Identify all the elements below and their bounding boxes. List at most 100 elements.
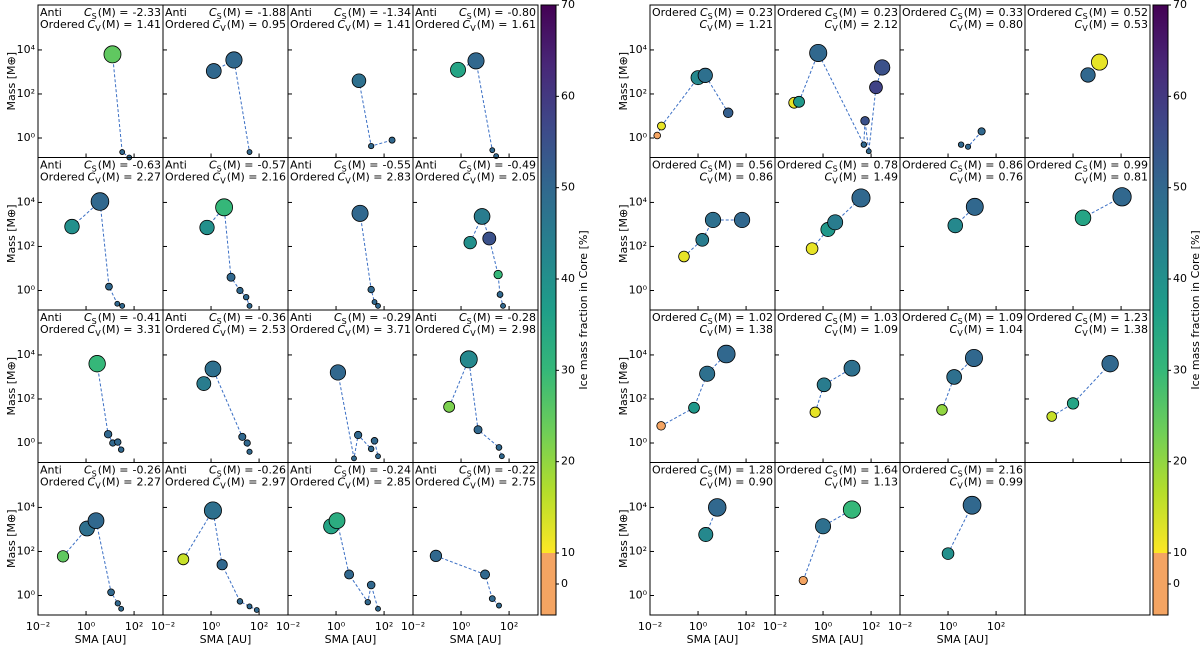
coefficient-arg: (M) = xyxy=(348,311,379,324)
planet-point xyxy=(860,116,870,126)
planet-point xyxy=(246,149,253,155)
coefficient-label: CV(M) = 1.38 xyxy=(700,323,773,338)
coefficient-arg: (M) = xyxy=(714,6,745,19)
coefficient-value: 0.99 xyxy=(1124,159,1149,172)
coefficient-arg: (M) = xyxy=(714,311,745,324)
planet-point xyxy=(843,359,861,377)
planet-point xyxy=(366,580,376,590)
planet-point xyxy=(467,52,485,70)
coefficient-symbol: C xyxy=(1075,159,1083,172)
coefficient-subscript: V xyxy=(957,176,963,185)
coefficient-value: 1.13 xyxy=(874,476,899,489)
planet-point xyxy=(375,302,381,309)
planet-point xyxy=(90,192,110,211)
y-axis-label: Mass [M⊕] xyxy=(5,357,18,415)
planet-point xyxy=(965,197,984,216)
panel-label: Ordered xyxy=(290,18,335,31)
coefficient-value: 2.05 xyxy=(512,171,537,184)
panel-label: Ordered xyxy=(40,476,85,489)
coefficient-symbol: C xyxy=(700,171,708,184)
coefficient-subscript: V xyxy=(1082,176,1088,185)
coefficient-subscript: V xyxy=(345,481,351,490)
colorbar-tick-label: 40 xyxy=(561,272,575,285)
coefficient-label: CS(M) = -0.22 xyxy=(459,464,536,479)
coefficient-label: CS(M) = 2.16 xyxy=(950,464,1023,479)
coefficient-arg: (M) = xyxy=(964,323,995,336)
planet-point xyxy=(64,218,80,235)
coefficient-symbol: C xyxy=(825,476,833,489)
planet-point xyxy=(946,369,962,385)
panel-label: Anti xyxy=(290,159,312,172)
coefficient-symbol: C xyxy=(213,476,221,489)
coefficient-subscript: V xyxy=(1082,24,1088,33)
planet-point xyxy=(225,51,243,69)
coefficient-subscript: V xyxy=(95,481,101,490)
coefficient-subscript: V xyxy=(345,329,351,338)
x-tick-label: 10⁰ xyxy=(939,620,958,633)
coefficient-value: 3.71 xyxy=(387,323,412,336)
panel-label: Anti xyxy=(165,6,187,19)
coefficient-subscript: S xyxy=(467,469,472,478)
coefficient-arg: (M) = xyxy=(1089,311,1120,324)
y-tick-label: 10² xyxy=(17,392,35,405)
y-axis-label: Mass [M⊕] xyxy=(5,52,18,110)
planet-point xyxy=(1091,53,1108,71)
x-tick-label: 10⁻² xyxy=(276,620,300,633)
y-axis-label: Mass [M⊕] xyxy=(5,510,18,568)
coefficient-arg: (M) = xyxy=(352,18,383,31)
coefficient-label: CV(M) = 3.71 xyxy=(338,323,411,338)
coefficient-subscript: S xyxy=(708,164,713,173)
coefficient-symbol: C xyxy=(825,171,833,184)
coefficient-symbol: C xyxy=(88,476,96,489)
coefficient-arg: (M) = xyxy=(839,323,870,336)
coefficient-subscript: S xyxy=(708,12,713,21)
planet-point xyxy=(367,285,375,294)
x-tick-label: 10⁰ xyxy=(77,620,96,633)
coefficient-symbol: C xyxy=(950,6,958,19)
coefficient-arg: (M) = xyxy=(102,18,133,31)
coefficient-symbol: C xyxy=(825,18,833,31)
coefficient-value: 0.90 xyxy=(749,476,774,489)
planet-point xyxy=(798,575,808,586)
coefficient-arg: (M) = xyxy=(714,18,745,31)
coefficient-arg: (M) = xyxy=(477,323,508,336)
planet-point xyxy=(697,67,713,83)
coefficient-label: CS(M) = -0.36 xyxy=(209,311,286,326)
panel-label: Anti xyxy=(290,6,312,19)
coefficient-subscript: S xyxy=(342,317,347,326)
panel-label: Anti xyxy=(40,6,62,19)
coefficient-subscript: S xyxy=(92,12,97,21)
coefficient-value: 1.04 xyxy=(999,323,1024,336)
planet-point xyxy=(242,293,250,301)
coefficient-value: 2.27 xyxy=(137,171,162,184)
coefficient-arg: (M) = xyxy=(839,476,870,489)
y-tick-label: 10⁴ xyxy=(629,348,648,361)
coefficient-symbol: C xyxy=(825,6,833,19)
planet-point xyxy=(107,588,115,597)
coefficient-subscript: V xyxy=(470,24,476,33)
coefficient-arg: (M) = xyxy=(348,6,379,19)
coefficient-label: CS(M) = -0.29 xyxy=(334,311,411,326)
coefficient-symbol: C xyxy=(338,18,346,31)
coefficient-label: CV(M) = 2.75 xyxy=(463,476,536,491)
coefficient-label: CS(M) = 0.86 xyxy=(950,159,1023,174)
coefficient-symbol: C xyxy=(213,323,221,336)
coefficient-symbol: C xyxy=(1075,6,1083,19)
planet-point xyxy=(1066,397,1080,410)
panel-label: Anti xyxy=(415,464,437,477)
coefficient-subscript: V xyxy=(1082,329,1088,338)
panel-label: Ordered xyxy=(415,18,460,31)
coefficient-arg: (M) = xyxy=(714,171,745,184)
coefficient-arg: (M) = xyxy=(1089,159,1120,172)
planet-point xyxy=(473,208,491,225)
planet-point xyxy=(827,214,844,231)
colorbar-frame xyxy=(1152,4,1169,616)
coefficient-label: CS(M) = -1.88 xyxy=(209,6,286,21)
colorbar-tick-label: 0 xyxy=(1173,577,1180,590)
connector-line xyxy=(358,80,393,147)
coefficient-subscript: S xyxy=(833,317,838,326)
coefficient-subscript: V xyxy=(707,481,713,490)
panel-label: Ordered xyxy=(777,311,822,324)
coefficient-label: CV(M) = 2.16 xyxy=(213,171,286,186)
